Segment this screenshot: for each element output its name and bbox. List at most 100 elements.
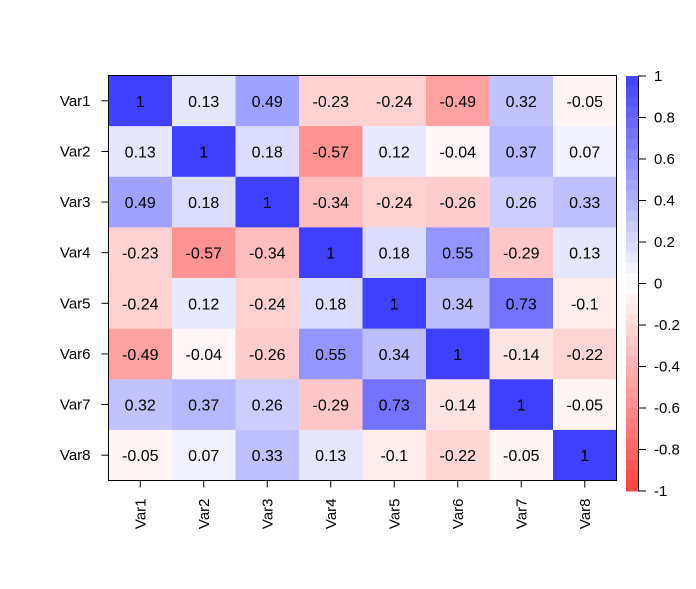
heatmap-cell: [299, 328, 363, 380]
colorbar-segment: [626, 76, 638, 87]
colorbar-segment: [626, 366, 638, 378]
cell-value-label: -0.24: [376, 94, 413, 111]
colorbar-segment: [626, 397, 638, 409]
cell-value-label: 0.13: [125, 144, 156, 161]
colorbar-segment: [626, 210, 638, 222]
y-tick-label: Var3: [60, 194, 91, 211]
cell-value-label: -0.23: [313, 94, 350, 111]
cell-value-label: 1: [453, 347, 462, 364]
heatmap-cell: [235, 75, 300, 127]
colorbar-segment: [626, 107, 638, 118]
heatmap-cell: [553, 126, 617, 178]
y-tick-label: Var6: [60, 346, 91, 363]
cell-value-label: 0.32: [125, 398, 156, 415]
heatmap-cell: [108, 176, 173, 228]
heatmap-cell: [362, 429, 427, 481]
y-tick-label: Var1: [60, 93, 91, 110]
cell-value-label: 0.13: [188, 94, 219, 111]
heatmap-cell: [489, 278, 554, 330]
heatmap-cell: [362, 176, 427, 228]
heatmap-cell: [108, 227, 173, 279]
colorbar-segment: [626, 428, 638, 440]
cell-value-label: 0.26: [506, 195, 537, 212]
colorbar-legend: 1 0.8 0.6 0.4 0.2 0 -0.2 -0.4 -0.6 -0.8 -1: [626, 68, 680, 500]
x-tick-label: Var4: [323, 499, 340, 530]
colorbar-segment: [626, 252, 638, 264]
colorbar-tick-label: -0.8: [654, 442, 680, 459]
cell-value-label: 0.07: [569, 144, 600, 161]
heatmap-cell: [299, 278, 363, 330]
cell-value-label: 0.73: [506, 296, 537, 313]
heatmap-cell: [235, 328, 300, 380]
cell-value-label: 0.18: [188, 195, 219, 212]
heatmap-cell: [426, 75, 490, 127]
heatmap-cell: [172, 126, 236, 178]
cell-value-label: 0.34: [442, 296, 473, 313]
colorbar-segment: [626, 262, 638, 274]
colorbar-segment: [626, 169, 638, 181]
heatmap-cell: [553, 75, 617, 127]
colorbar-segment: [626, 293, 638, 305]
colorbar-segment: [626, 304, 638, 316]
y-tick-label: Var4: [60, 245, 91, 262]
colorbar-segment: [626, 273, 638, 284]
heatmap-cell: [489, 176, 554, 228]
cell-value-label: 0.12: [379, 144, 410, 161]
cell-value-label: 1: [390, 296, 399, 313]
cell-value-label: -0.04: [440, 144, 477, 161]
colorbar-segment: [626, 408, 638, 419]
colorbar-segment: [626, 179, 638, 191]
heatmap-cell: [235, 429, 300, 481]
heatmap-cell: [235, 126, 300, 178]
colorbar-segment: [626, 345, 638, 357]
heatmap-cell: [553, 176, 617, 228]
cell-value-label: -0.04: [186, 347, 223, 364]
colorbar-segment: [626, 418, 638, 430]
cell-value-label: 0.32: [506, 94, 537, 111]
cell-value-label: 0.13: [569, 246, 600, 263]
x-tick-label: Var2: [196, 499, 213, 530]
cell-value-label: 0.37: [188, 398, 219, 415]
heatmap-cell: [362, 126, 427, 178]
colorbar-tick-label: 0.8: [654, 110, 675, 127]
colorbar-tick-label: 0.2: [654, 234, 675, 251]
cell-value-label: 1: [136, 94, 145, 111]
heatmap-cell: [235, 227, 300, 279]
heatmap-cell: [172, 379, 236, 431]
heatmap-cell: [489, 126, 554, 178]
cell-value-label: -0.22: [440, 448, 477, 465]
cell-value-label: 0.33: [252, 448, 283, 465]
colorbar-segment: [626, 86, 638, 98]
heatmap-cells: [108, 75, 617, 481]
heatmap-cell: [553, 379, 617, 431]
cell-value-label: -0.1: [571, 296, 599, 313]
x-tick-label: Var1: [132, 499, 149, 530]
y-tick-label: Var7: [60, 397, 91, 414]
cell-value-label: 0.18: [379, 246, 410, 263]
cell-value-label: 0.18: [315, 296, 346, 313]
cell-value-label: 0.55: [442, 246, 473, 263]
heatmap-cell: [426, 227, 490, 279]
colorbar-segment: [626, 335, 638, 347]
heatmap-cell: [108, 278, 173, 330]
colorbar-tick-label: 0.6: [654, 151, 675, 168]
y-tick-label: Var5: [60, 295, 91, 312]
colorbar-segment: [626, 200, 638, 212]
colorbar-tick-label: 0: [654, 276, 662, 293]
cell-value-label: -0.24: [376, 195, 413, 212]
colorbar-segment: [626, 387, 638, 399]
heatmap-cell: [235, 379, 300, 431]
x-tick-label: Var5: [386, 499, 403, 530]
heatmap-cell: [108, 379, 173, 431]
colorbar-segment: [626, 439, 638, 450]
colorbar-segment: [626, 190, 638, 201]
colorbar-segment: [626, 376, 638, 388]
heatmap-cell: [299, 227, 363, 279]
heatmap-cell: [553, 278, 617, 330]
cell-value-label: 0.37: [506, 144, 537, 161]
colorbar-segment: [626, 242, 638, 253]
heatmap-cell: [426, 379, 490, 431]
cell-value-label: 0.18: [252, 144, 283, 161]
heatmap-cell: [489, 227, 554, 279]
